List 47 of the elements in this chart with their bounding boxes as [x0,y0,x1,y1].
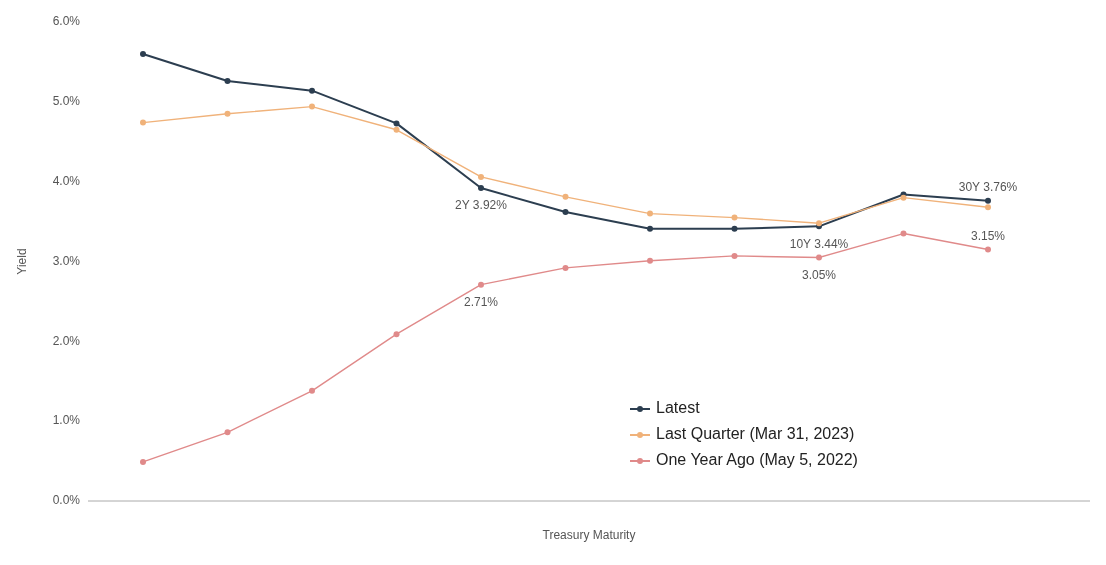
annotation: 3.05% [801,267,837,282]
point [478,173,484,180]
point [393,126,400,133]
point [224,78,231,85]
annotation: 2.71% [463,294,499,309]
point [224,429,231,436]
point [393,331,400,338]
point [224,110,231,117]
point [900,230,907,237]
point [562,264,569,271]
legend-label: Latest [656,399,701,417]
point [731,252,738,259]
point [309,87,315,94]
legend-label: One Year Ago (May 5, 2022) [656,451,858,469]
y-tick-label: 4.0% [52,173,81,188]
point [140,50,146,57]
point [731,214,738,221]
y-axis-title: Yield [15,248,29,275]
point [985,246,991,253]
point [309,103,315,110]
y-tick-label: 0.0% [52,493,81,508]
point [985,197,991,204]
legend-label: Last Quarter (Mar 31, 2023) [656,425,855,443]
y-tick-label: 5.0% [52,94,81,109]
point [731,225,738,232]
point [647,257,653,264]
annotation: 10Y 3.44% [789,236,849,251]
point [309,387,315,394]
y-tick-label: 2.0% [52,333,81,348]
point [647,210,653,217]
point [140,119,146,126]
point [478,185,484,192]
point [393,120,400,127]
point [985,204,991,211]
annotation: 3.15% [970,228,1006,243]
y-tick-label: 1.0% [52,413,81,428]
point [478,281,484,288]
y-tick-label: 3.0% [52,253,81,268]
point [647,225,653,232]
x-axis-title: Treasury Maturity [542,528,636,542]
y-tick-label: 6.0% [52,14,81,29]
annotation: 30Y 3.76% [958,180,1018,194]
point [140,458,146,465]
point [816,254,822,261]
point [562,193,569,200]
annotation: 2Y 3.92% [455,198,508,213]
point [562,209,569,215]
